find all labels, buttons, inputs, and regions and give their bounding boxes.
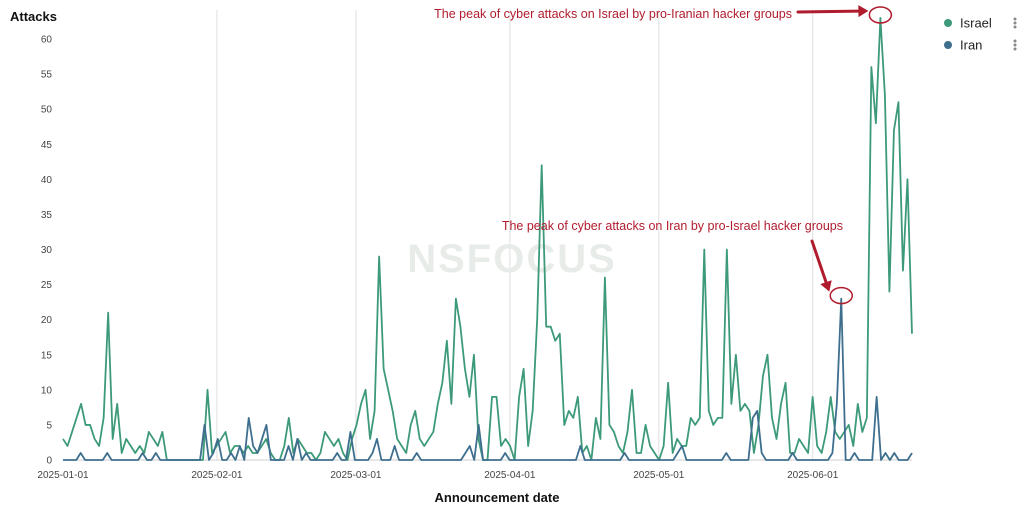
x-tick-label: 2025-05-01 (633, 470, 685, 481)
legend-item-israel[interactable]: Israel (944, 16, 1017, 31)
peak-circle (868, 6, 893, 24)
annotation-arrow-shaft (796, 9, 860, 14)
vertical-gridlines (216, 10, 814, 460)
y-tick-label: 50 (41, 105, 53, 116)
annotation-arrow-shaft (810, 239, 828, 284)
series-lines (62, 17, 913, 461)
y-tick-label: 5 (46, 420, 52, 431)
annotation-text: The peak of cyber attacks on Iran by pro… (502, 219, 843, 233)
annotation-arrow-head (820, 280, 832, 292)
x-tick-label: 2025-03-01 (330, 470, 382, 481)
x-tick-label: 2025-02-01 (191, 470, 243, 481)
y-tick-label: 25 (41, 280, 53, 291)
y-tick-label: 10 (41, 385, 53, 396)
y-tick-label: 15 (41, 350, 53, 361)
watermark: NSFOCUS (407, 237, 617, 281)
y-tick-label: 60 (41, 35, 53, 46)
x-axis-title: Announcement date (435, 490, 560, 505)
y-tick-label: 30 (41, 245, 53, 256)
legend-label: Israel (960, 16, 992, 31)
annotation-text: The peak of cyber attacks on Israel by p… (434, 7, 792, 21)
x-tick-label: 2025-04-01 (484, 470, 536, 481)
y-tick-label: 55 (41, 70, 53, 81)
legend-label: Iran (960, 38, 982, 53)
y-tick-label: 0 (46, 456, 52, 467)
y-tick-label: 35 (41, 210, 53, 221)
x-tick-label: 2025-01-01 (37, 470, 89, 481)
annotations: The peak of cyber attacks on Israel by p… (434, 5, 893, 305)
y-tick-label: 40 (41, 175, 53, 186)
y-tick-label: 45 (41, 140, 53, 151)
annotation-iran: The peak of cyber attacks on Iran by pro… (502, 219, 853, 305)
legend-options-icon[interactable] (1013, 17, 1017, 29)
x-tick-label: 2025-06-01 (787, 470, 839, 481)
annotation-arrow-head (858, 5, 869, 18)
legend[interactable]: Israel Iran (944, 16, 1017, 53)
y-axis-title: Attacks (10, 9, 57, 24)
x-axis-ticks: 2025-01-01 2025-02-01 2025-03-01 2025-04-01… (37, 470, 838, 481)
legend-options-icon[interactable] (1013, 39, 1017, 51)
series-line-iran (63, 297, 913, 461)
y-tick-label: 20 (41, 315, 53, 326)
y-axis-ticks: 0 5 10 15 20 25 30 35 40 45 50 55 60 (41, 35, 53, 467)
legend-item-iran[interactable]: Iran (944, 38, 1017, 53)
legend-marker (944, 41, 952, 49)
legend-marker (944, 19, 952, 27)
annotation-israel: The peak of cyber attacks on Israel by p… (434, 5, 893, 24)
peak-circle (829, 286, 853, 305)
